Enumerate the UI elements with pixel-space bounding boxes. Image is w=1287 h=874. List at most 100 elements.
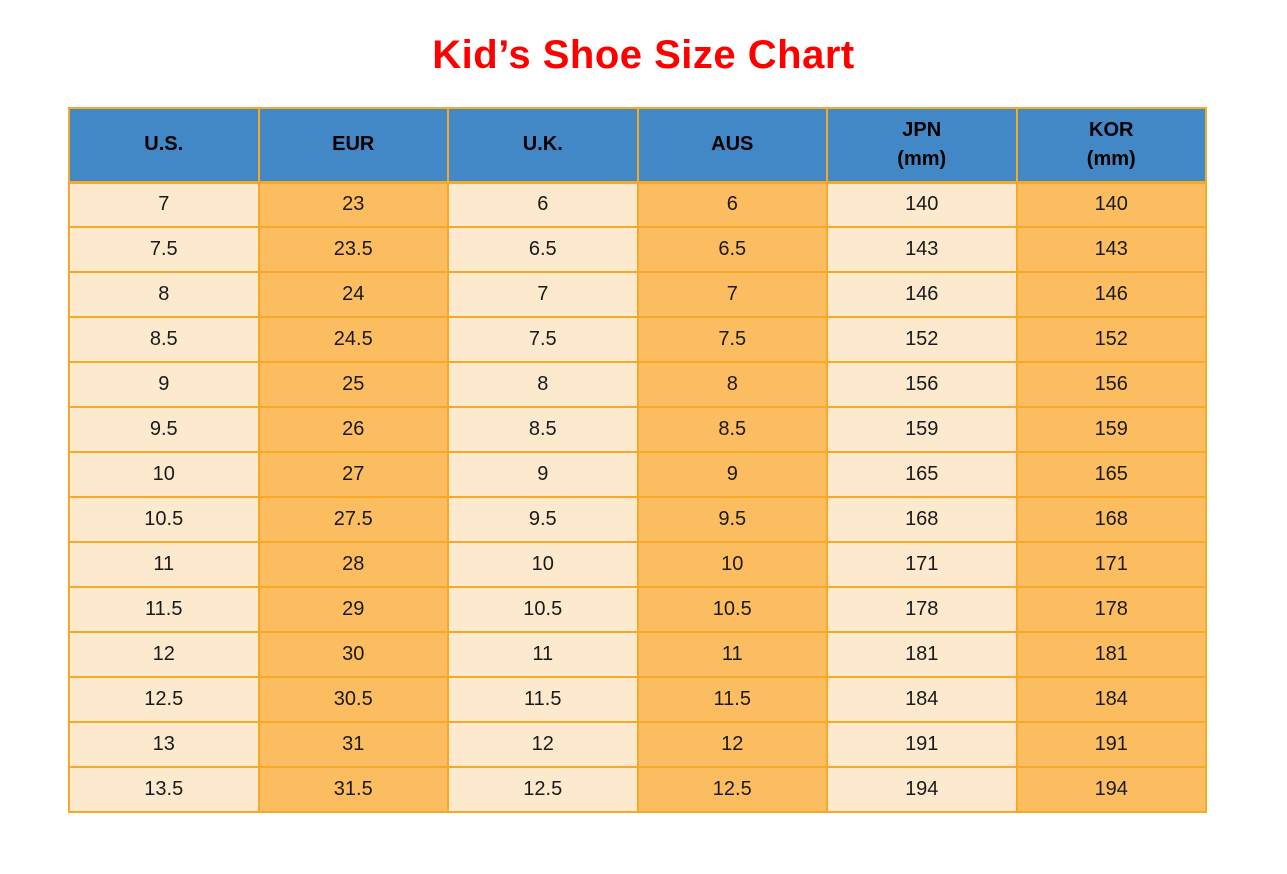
table-cell: 8: [447, 361, 639, 408]
table-cell: 159: [826, 406, 1018, 453]
table-row: 13.5 31.5 12.5 12.5 194 194: [68, 766, 1207, 813]
table-cell: 6: [636, 181, 828, 228]
table-cell: 26: [257, 406, 449, 453]
table-cell: 152: [1015, 316, 1207, 363]
table-cell: 23: [257, 181, 449, 228]
table-body: 7 23 6 6 140 140 7.5 23.5 6.5 6.5 143 143 8 24 7 7 146 14…: [68, 181, 1207, 813]
table-cell: 25: [257, 361, 449, 408]
table-cell: 10.5: [636, 586, 828, 633]
table-cell: 156: [1015, 361, 1207, 408]
table-cell: 143: [826, 226, 1018, 273]
table-row: 11 28 10 10 171 171: [68, 541, 1207, 588]
table-cell: 8: [68, 271, 260, 318]
table-cell: 159: [1015, 406, 1207, 453]
table-cell: 178: [1015, 586, 1207, 633]
table-cell: 168: [826, 496, 1018, 543]
table-cell: 12: [68, 631, 260, 678]
table-cell: 13.5: [68, 766, 260, 813]
table-cell: 7: [447, 271, 639, 318]
table-cell: 11: [636, 631, 828, 678]
table-row: 12.5 30.5 11.5 11.5 184 184: [68, 676, 1207, 723]
table-cell: 6.5: [636, 226, 828, 273]
table-row: 7 23 6 6 140 140: [68, 181, 1207, 228]
table-cell: 9: [447, 451, 639, 498]
table-cell: 194: [1015, 766, 1207, 813]
header-row: U.S. EUR U.K. AUS JPN (mm): [68, 107, 1207, 184]
table-cell: 30: [257, 631, 449, 678]
table-cell: 8.5: [68, 316, 260, 363]
table-cell: 156: [826, 361, 1018, 408]
table-cell: 11.5: [68, 586, 260, 633]
table-cell: 143: [1015, 226, 1207, 273]
table-cell: 7.5: [68, 226, 260, 273]
table-cell: 11: [68, 541, 260, 588]
table-cell: 178: [826, 586, 1018, 633]
table-cell: 165: [1015, 451, 1207, 498]
table-cell: 181: [1015, 631, 1207, 678]
table-cell: 7: [68, 181, 260, 228]
table-cell: 31: [257, 721, 449, 768]
table-cell: 171: [1015, 541, 1207, 588]
table-row: 8 24 7 7 146 146: [68, 271, 1207, 318]
shoe-size-table: U.S. EUR U.K. AUS JPN (mm): [68, 107, 1207, 813]
table-cell: 181: [826, 631, 1018, 678]
table-cell: 11.5: [447, 676, 639, 723]
table-cell: 168: [1015, 496, 1207, 543]
table-row: 8.5 24.5 7.5 7.5 152 152: [68, 316, 1207, 363]
table-cell: 12: [636, 721, 828, 768]
table-cell: 29: [257, 586, 449, 633]
column-header-aus: AUS: [636, 107, 828, 184]
table-row: 10.5 27.5 9.5 9.5 168 168: [68, 496, 1207, 543]
column-header-sublabel: (mm): [897, 147, 947, 170]
table-cell: 12.5: [68, 676, 260, 723]
table-cell: 8.5: [636, 406, 828, 453]
table-cell: 7.5: [636, 316, 828, 363]
table-cell: 146: [1015, 271, 1207, 318]
table-cell: 7: [636, 271, 828, 318]
column-header-jpn: JPN (mm): [826, 107, 1018, 184]
table-cell: 11: [447, 631, 639, 678]
table-row: 11.5 29 10.5 10.5 178 178: [68, 586, 1207, 633]
column-header-label: AUS: [711, 133, 754, 156]
table-cell: 27: [257, 451, 449, 498]
column-header-label: KOR: [1089, 118, 1134, 141]
table-cell: 10: [447, 541, 639, 588]
table-cell: 30.5: [257, 676, 449, 723]
table-cell: 7.5: [447, 316, 639, 363]
table-cell: 8: [636, 361, 828, 408]
table-cell: 184: [826, 676, 1018, 723]
table-row: 13 31 12 12 191 191: [68, 721, 1207, 768]
table-cell: 10.5: [68, 496, 260, 543]
table-cell: 31.5: [257, 766, 449, 813]
table-cell: 10: [68, 451, 260, 498]
table-cell: 11.5: [636, 676, 828, 723]
table-row: 7.5 23.5 6.5 6.5 143 143: [68, 226, 1207, 273]
table-row: 10 27 9 9 165 165: [68, 451, 1207, 498]
table-cell: 9.5: [68, 406, 260, 453]
table-cell: 12.5: [447, 766, 639, 813]
column-header-us: U.S.: [68, 107, 260, 184]
table-row: 12 30 11 11 181 181: [68, 631, 1207, 678]
table-cell: 13: [68, 721, 260, 768]
table-cell: 24.5: [257, 316, 449, 363]
table-cell: 9.5: [636, 496, 828, 543]
table-cell: 6.5: [447, 226, 639, 273]
table-cell: 10: [636, 541, 828, 588]
table-cell: 28: [257, 541, 449, 588]
page-title: Kid’s Shoe Size Chart: [432, 33, 855, 77]
column-header-kor: KOR (mm): [1015, 107, 1207, 184]
table-cell: 12.5: [636, 766, 828, 813]
table-cell: 140: [1015, 181, 1207, 228]
table-header: U.S. EUR U.K. AUS JPN (mm): [68, 107, 1207, 184]
table-cell: 6: [447, 181, 639, 228]
table-cell: 12: [447, 721, 639, 768]
column-header-label: EUR: [332, 133, 375, 156]
table-row: 9.5 26 8.5 8.5 159 159: [68, 406, 1207, 453]
column-header-uk: U.K.: [447, 107, 639, 184]
column-header-label: JPN: [902, 118, 942, 141]
table-cell: 171: [826, 541, 1018, 588]
table-cell: 152: [826, 316, 1018, 363]
table-cell: 23.5: [257, 226, 449, 273]
column-header-label: U.K.: [522, 133, 563, 156]
